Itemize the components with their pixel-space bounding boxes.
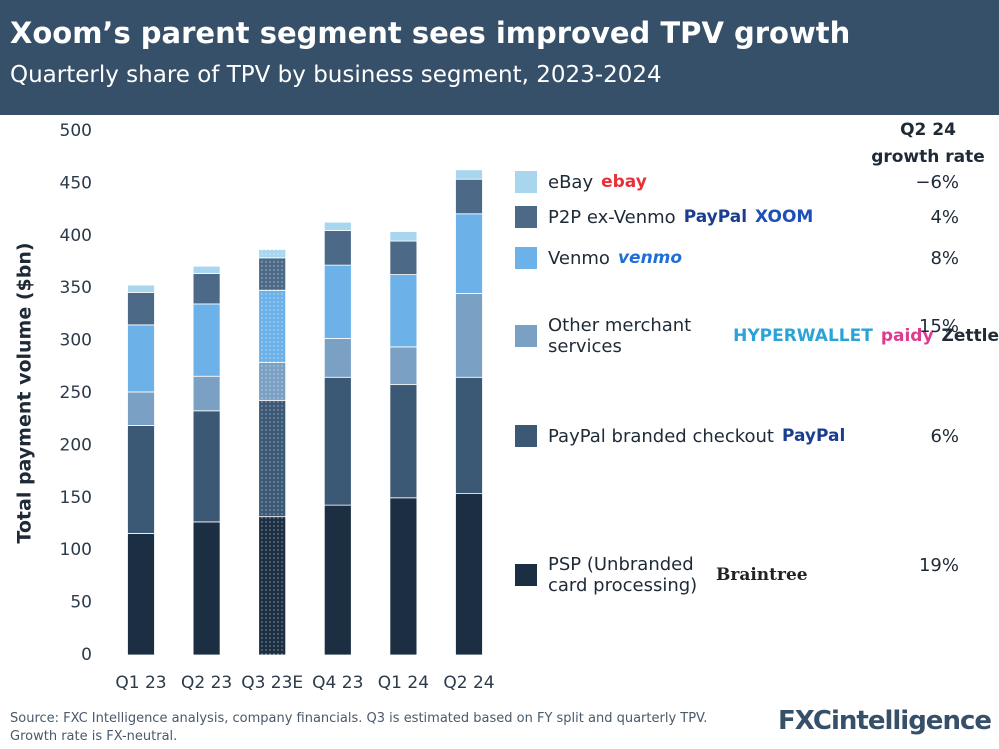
legend-item: Venmo venmo [515, 247, 682, 269]
y-tick-label: 100 [60, 540, 92, 560]
bar-segment [192, 521, 221, 656]
bar-segment [192, 273, 221, 305]
source-line: Source: FXC Intelligence analysis, compa… [10, 711, 708, 726]
y-tick-label: 150 [60, 488, 92, 508]
legend-swatch [515, 425, 537, 447]
chart-subtitle: Quarterly share of TPV by business segme… [10, 62, 662, 88]
y-tick-label: 50 [70, 593, 92, 613]
x-tick-label: Q3 23E [241, 673, 303, 693]
estimate-texture [258, 290, 286, 363]
segment-logo: XOOM [755, 207, 814, 227]
legend-item: eBay ebay [515, 171, 647, 193]
bar-segment [323, 504, 352, 656]
bar-segment [127, 284, 155, 293]
bar-segment [323, 230, 352, 266]
segment-logo: HYPERWALLET [733, 326, 873, 346]
bar-segment [127, 391, 155, 426]
y-tick-label: 500 [60, 121, 92, 141]
legend-item: PSP (Unbranded card processing) Braintree [515, 554, 808, 596]
y-tick-label: 350 [60, 278, 92, 298]
legend-label: PSP (Unbranded card processing) [548, 554, 698, 596]
legend-item: P2P ex-Venmo PayPal XOOM [515, 206, 813, 228]
bar-segment [192, 410, 221, 523]
bar-segment [389, 384, 418, 499]
bar-segment [323, 264, 352, 339]
segment-logo: venmo [617, 248, 683, 268]
bar-segment [323, 376, 352, 506]
y-tick-label: 200 [60, 435, 92, 455]
estimate-texture [258, 516, 286, 655]
bar-segment [389, 346, 418, 386]
legend-header: growth rate [871, 147, 985, 167]
estimate-texture [258, 257, 286, 291]
bar-segment [192, 375, 221, 412]
y-axis-label: Total payment volume ($bn) [14, 242, 36, 543]
legend-swatch [515, 247, 537, 269]
y-tick-label: 250 [60, 383, 92, 403]
segment-logo: Zettle [941, 326, 999, 346]
bar-segment [192, 303, 221, 377]
estimate-texture [258, 362, 286, 401]
header: Xoom’s parent segment sees improved TPV … [0, 0, 999, 115]
legend-label: Other merchant services [548, 315, 692, 357]
x-tick-label: Q1 23 [115, 673, 166, 693]
bar-segment [389, 240, 418, 275]
growth-rate: 4% [930, 207, 959, 228]
bar-segment [389, 274, 418, 348]
bar-segment [389, 231, 418, 242]
estimate-texture [258, 249, 286, 258]
bar-segment [127, 324, 155, 393]
x-tick-label: Q2 23 [181, 673, 232, 693]
chart-title: Xoom’s parent segment sees improved TPV … [10, 16, 851, 50]
bar-segment [323, 338, 352, 378]
growth-rate: −6% [915, 172, 959, 193]
bar-segment [455, 178, 483, 215]
growth-rate: 8% [930, 248, 959, 269]
legend-header: Q2 24 [900, 120, 956, 140]
legend-item: Other merchant services HYPERWALLET paidy Z… [515, 315, 999, 357]
legend-label: eBay [548, 171, 594, 193]
source-line: Growth rate is FX-neutral. [10, 729, 178, 744]
y-tick-label: 300 [60, 331, 92, 351]
x-tick-label: Q4 23 [312, 673, 363, 693]
estimate-texture [258, 400, 286, 517]
legend-label: P2P ex-Venmo [548, 206, 676, 228]
x-tick-label: Q1 24 [378, 673, 429, 693]
y-tick-label: 450 [60, 173, 92, 193]
bar-segment [389, 497, 418, 656]
legend-label: PayPal branded checkout [548, 425, 774, 447]
y-tick-label: 0 [81, 645, 92, 665]
growth-rate: 15% [918, 316, 959, 337]
segment-logo: ebay [601, 172, 647, 192]
bar-segment [127, 291, 155, 326]
bar-segment [455, 493, 483, 656]
growth-rate: 6% [930, 426, 959, 447]
bar-segment [455, 293, 483, 378]
bar-segment [127, 425, 155, 534]
bar-segment [192, 265, 221, 274]
growth-rate: 19% [918, 555, 959, 576]
legend-swatch [515, 171, 537, 193]
segment-logo: paidy [880, 326, 934, 346]
segment-logo: Braintree [716, 565, 808, 585]
bar-segment [455, 376, 483, 495]
legend-swatch [515, 325, 537, 347]
legend-swatch [515, 564, 537, 586]
legend-swatch [515, 206, 537, 228]
y-tick-label: 400 [60, 226, 92, 246]
segment-logo: PayPal [683, 207, 748, 227]
bar-segment [455, 213, 483, 294]
bar-segment [127, 533, 155, 656]
legend-item: PayPal branded checkout PayPal [515, 425, 845, 447]
brand-logo: FXCintelligence [778, 706, 992, 736]
source: Source: FXC Intelligence analysis, compa… [10, 710, 707, 746]
segment-logo: PayPal [781, 426, 846, 446]
x-tick-label: Q2 24 [443, 673, 494, 693]
bar-segment [455, 169, 483, 180]
bar-segment [323, 221, 352, 231]
legend-label: Venmo [548, 247, 610, 269]
